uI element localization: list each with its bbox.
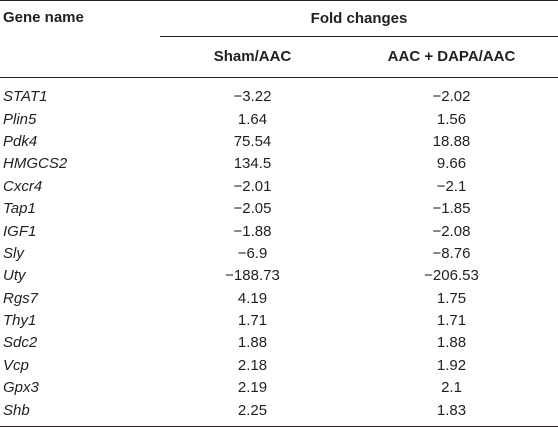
aac-dapa-aac-value: −1.85 bbox=[432, 200, 471, 218]
gene-name-cell: Sdc2 bbox=[3, 334, 38, 352]
gene-name-cell: Shb bbox=[3, 401, 30, 419]
sham-aac-value: −6.9 bbox=[237, 244, 268, 262]
aac-dapa-aac-value: 1.88 bbox=[436, 334, 467, 352]
gene-name-cell: Cxcr4 bbox=[3, 177, 43, 195]
table-row: Uty −188.73 −206.53 bbox=[0, 265, 558, 287]
table-row: Plin5 1.64 1.56 bbox=[0, 108, 558, 130]
aac-dapa-aac-value: 9.66 bbox=[436, 155, 467, 173]
gene-name-cell: HMGCS2 bbox=[3, 155, 68, 173]
sham-aac-value: −2.05 bbox=[233, 200, 272, 218]
table-row: Cxcr4 −2.01 −2.1 bbox=[0, 176, 558, 198]
aac-dapa-aac-value: −206.53 bbox=[424, 267, 479, 285]
sham-aac-value: 1.64 bbox=[237, 110, 268, 128]
aac-dapa-aac-value: 18.88 bbox=[432, 132, 471, 150]
aac-dapa-aac-value: 1.71 bbox=[436, 312, 467, 330]
sham-aac-value: −188.73 bbox=[225, 267, 280, 285]
sham-aac-value: 2.25 bbox=[237, 401, 268, 419]
gene-name-cell: Tap1 bbox=[3, 200, 36, 218]
aac-dapa-aac-value: 1.83 bbox=[436, 401, 467, 419]
table-row: Gpx3 2.19 2.1 bbox=[0, 377, 558, 399]
gene-name-cell: Thy1 bbox=[3, 312, 37, 330]
sham-aac-value: −2.01 bbox=[233, 177, 272, 195]
sham-aac-value: 4.19 bbox=[237, 289, 268, 307]
aac-dapa-aac-value: −8.76 bbox=[432, 244, 471, 262]
gene-name-cell: Plin5 bbox=[3, 110, 37, 128]
table-row: IGF1 −1.88 −2.08 bbox=[0, 220, 558, 242]
aac-dapa-aac-value: 1.75 bbox=[436, 289, 467, 307]
gene-name-cell: Gpx3 bbox=[3, 379, 39, 397]
gene-name-cell: IGF1 bbox=[3, 222, 37, 240]
aac-dapa-aac-value: −2.1 bbox=[436, 177, 467, 195]
table-body: STAT1 −3.22 −2.02 Plin5 1.64 1.56 Pdk4 75.54 18.… bbox=[0, 78, 558, 427]
table-row: Sly −6.9 −8.76 bbox=[0, 243, 558, 265]
table-row: Tap1 −2.05 −1.85 bbox=[0, 198, 558, 220]
gene-name-cell: Vcp bbox=[3, 356, 29, 374]
table-row: STAT1 −3.22 −2.02 bbox=[0, 78, 558, 109]
table-row: Shb 2.25 1.83 bbox=[0, 399, 558, 427]
gene-name-cell: STAT1 bbox=[3, 88, 48, 106]
table-row: Sdc2 1.88 1.88 bbox=[0, 332, 558, 354]
sham-aac-value: 1.71 bbox=[237, 312, 268, 330]
sham-aac-value: −1.88 bbox=[233, 222, 272, 240]
aac-dapa-aac-value: −2.08 bbox=[432, 222, 471, 240]
aac-dapa-aac-header: AAC + DAPA/AAC bbox=[387, 48, 516, 65]
sham-aac-value: 134.5 bbox=[233, 155, 272, 173]
aac-dapa-aac-value: −2.02 bbox=[432, 88, 471, 106]
sham-aac-value: 2.18 bbox=[237, 356, 268, 374]
table-row: Vcp 2.18 1.92 bbox=[0, 355, 558, 377]
gene-name-cell: Rgs7 bbox=[3, 289, 39, 307]
sham-aac-value: 1.88 bbox=[237, 334, 268, 352]
table-row: Pdk4 75.54 18.88 bbox=[0, 131, 558, 153]
aac-dapa-aac-value: 1.92 bbox=[436, 356, 467, 374]
gene-name-cell: Uty bbox=[3, 267, 26, 285]
gene-name-header: Gene name bbox=[0, 0, 160, 78]
gene-name-cell: Pdk4 bbox=[3, 132, 38, 150]
sham-aac-value: −3.22 bbox=[233, 88, 272, 106]
sham-aac-header: Sham/AAC bbox=[213, 48, 292, 65]
table-row: Rgs7 4.19 1.75 bbox=[0, 288, 558, 310]
sham-aac-value: 2.19 bbox=[237, 379, 268, 397]
table-row: HMGCS2 134.5 9.66 bbox=[0, 153, 558, 175]
table-row: Thy1 1.71 1.71 bbox=[0, 310, 558, 332]
sham-aac-value: 75.54 bbox=[233, 132, 272, 150]
aac-dapa-aac-value: 2.1 bbox=[441, 379, 462, 397]
aac-dapa-aac-value: 1.56 bbox=[436, 110, 467, 128]
fold-changes-header: Fold changes bbox=[160, 0, 558, 37]
gene-name-cell: Sly bbox=[3, 244, 24, 262]
